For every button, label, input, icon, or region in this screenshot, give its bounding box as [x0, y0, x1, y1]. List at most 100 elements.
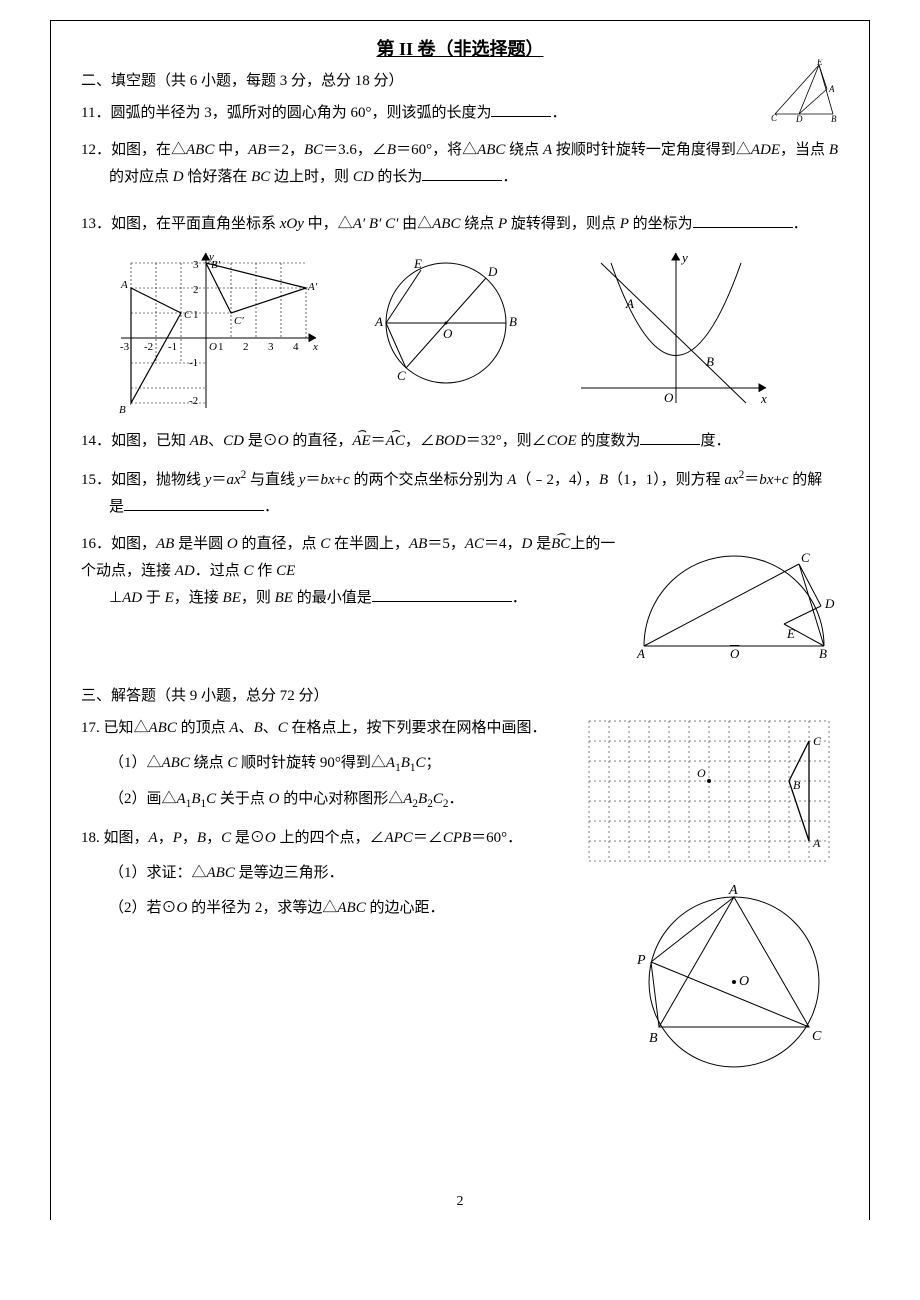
- lbl: E: [413, 256, 422, 271]
- t: 恰好落在: [184, 169, 252, 185]
- t: ＝2，: [266, 142, 304, 158]
- t: 的边心距．: [366, 900, 445, 916]
- lbl: P: [636, 953, 646, 968]
- lbl: C′: [234, 315, 244, 327]
- q15-blank: [124, 495, 264, 511]
- t: 的直径，点: [238, 536, 321, 552]
- q13-blank: [693, 212, 793, 228]
- svg-text:-2: -2: [144, 341, 153, 353]
- t: 于: [142, 590, 165, 606]
- t: ，: [182, 830, 197, 846]
- lbl: A: [636, 646, 645, 661]
- t: （1，1），则方程: [608, 472, 724, 488]
- t: ⊥: [109, 590, 122, 606]
- q16-blank: [372, 586, 512, 602]
- t: 18. 如图，: [81, 830, 149, 846]
- fig-13b: A B C D E O: [351, 248, 541, 398]
- lbl: B: [509, 314, 517, 329]
- svg-text:2: 2: [193, 284, 199, 296]
- t: 的半径为 2，求等边△: [187, 900, 337, 916]
- svg-text:1: 1: [193, 309, 199, 321]
- t: 13．如图，在平面直角坐标系: [81, 216, 280, 232]
- svg-text:3: 3: [268, 341, 274, 353]
- lbl: B: [649, 1031, 658, 1046]
- q12-blank: [422, 165, 502, 181]
- lbl: C: [184, 309, 192, 321]
- t: 的解: [789, 472, 823, 488]
- q12: 12．如图，在△ABC 中，AB＝2，BC＝3.6，∠B＝60°，将△ABC 绕…: [81, 137, 839, 191]
- t: ；: [426, 755, 441, 771]
- svg-text:-3: -3: [120, 341, 130, 353]
- lbl: A: [374, 314, 383, 329]
- fig-row-13: y x O A C B B′ C′ A′ 123 -1-2 1234 -1-2-…: [101, 248, 839, 418]
- fig-13c: y x O A B: [571, 248, 771, 408]
- t: ，则: [241, 590, 275, 606]
- t: 的坐标为: [629, 216, 693, 232]
- svg-text:3: 3: [193, 259, 199, 271]
- t: ．: [448, 791, 463, 807]
- t: 绕点: [505, 142, 543, 158]
- t: ，当点: [780, 142, 829, 158]
- t: 的长为: [374, 169, 423, 185]
- lbl: C: [812, 1029, 822, 1044]
- lbl: E: [786, 626, 795, 641]
- t: ．过点: [195, 563, 244, 579]
- t: 作: [254, 563, 277, 579]
- section-2-head: 二、填空题（共 6 小题，每题 3 分，总分 18 分）: [81, 69, 839, 90]
- q14: 14．如图，已知 AB、CD 是⊙O 的直径，AE＝AC，∠BOD＝32°，则∠…: [81, 428, 839, 455]
- q15: 15．如图，抛物线 y＝ax2 与直线 y＝bx+c 的两个交点坐标分别为 A（…: [81, 465, 839, 521]
- t: 与直线: [246, 472, 299, 488]
- lbl: O: [739, 974, 749, 989]
- t: 、: [239, 720, 254, 736]
- lbl: B: [119, 404, 126, 416]
- q11-end: ．: [551, 105, 566, 121]
- t: 是: [532, 536, 551, 552]
- t: 中，△: [304, 216, 353, 232]
- t: 旋转得到，则点: [507, 216, 620, 232]
- lbl: O: [664, 390, 674, 405]
- section-3-head: 三、解答题（共 9 小题，总分 72 分）: [81, 684, 839, 705]
- page-container: 第 II 卷（非选择题） E A C D B 二、填空题（共 6 小题，每题 3…: [50, 20, 870, 1220]
- lbl: A: [120, 279, 128, 291]
- t: 、: [263, 720, 278, 736]
- fig-13a: y x O A C B B′ C′ A′ 123 -1-2 1234 -1-2-…: [101, 248, 321, 418]
- t: 12．如图，在△: [81, 142, 186, 158]
- lbl: B: [706, 354, 714, 369]
- lbl: D: [487, 264, 498, 279]
- t: 是⊙: [231, 830, 265, 846]
- t: 17. 已知△: [81, 720, 149, 736]
- t: ．: [512, 590, 527, 606]
- lbl: A′: [307, 281, 318, 293]
- svg-text:1: 1: [218, 341, 224, 353]
- t: ＝5，: [427, 536, 465, 552]
- t: ，连接: [174, 590, 223, 606]
- t: 按顺时针旋转一定角度得到△: [552, 142, 751, 158]
- t: 顺时针旋转 90°得到△: [237, 755, 386, 771]
- q17: 17. 已知△ABC 的顶点 A、B、C 在格点上，按下列要求在网格中画图． （…: [81, 715, 839, 815]
- q13: 13．如图，在平面直角坐标系 xOy 中，△A′ B′ C′ 由△ABC 绕点 …: [81, 211, 839, 238]
- t: （1）△: [109, 755, 162, 771]
- t: 的中心对称图形△: [279, 791, 403, 807]
- t: 是: [109, 499, 124, 515]
- t: ＝60°．: [471, 830, 522, 846]
- t: 的对应点: [109, 169, 173, 185]
- t: ＝∠: [413, 830, 443, 846]
- t: ＝4，: [484, 536, 522, 552]
- q11-blank: [491, 101, 551, 117]
- t: 是⊙: [244, 433, 278, 449]
- t: 绕点: [190, 755, 228, 771]
- t: （1）求证：△: [109, 865, 207, 881]
- lbl: x: [312, 341, 318, 353]
- svg-text:4: 4: [293, 341, 299, 353]
- page-number: 2: [51, 1194, 869, 1210]
- svg-text:-1: -1: [189, 357, 198, 369]
- t: 上的四个点，∠: [276, 830, 385, 846]
- lbl: x: [760, 391, 767, 406]
- t: 的两个交点坐标分别为: [350, 472, 508, 488]
- t: 的顶点: [177, 720, 230, 736]
- t: 的度数为: [577, 433, 641, 449]
- t: 度．: [700, 433, 730, 449]
- section-title: 第 II 卷（非选择题）: [81, 35, 839, 61]
- lbl: B: [819, 646, 827, 661]
- q11-text: 11．圆弧的半径为 3，弧所对的圆心角为 60°，则该弧的长度为: [81, 105, 491, 121]
